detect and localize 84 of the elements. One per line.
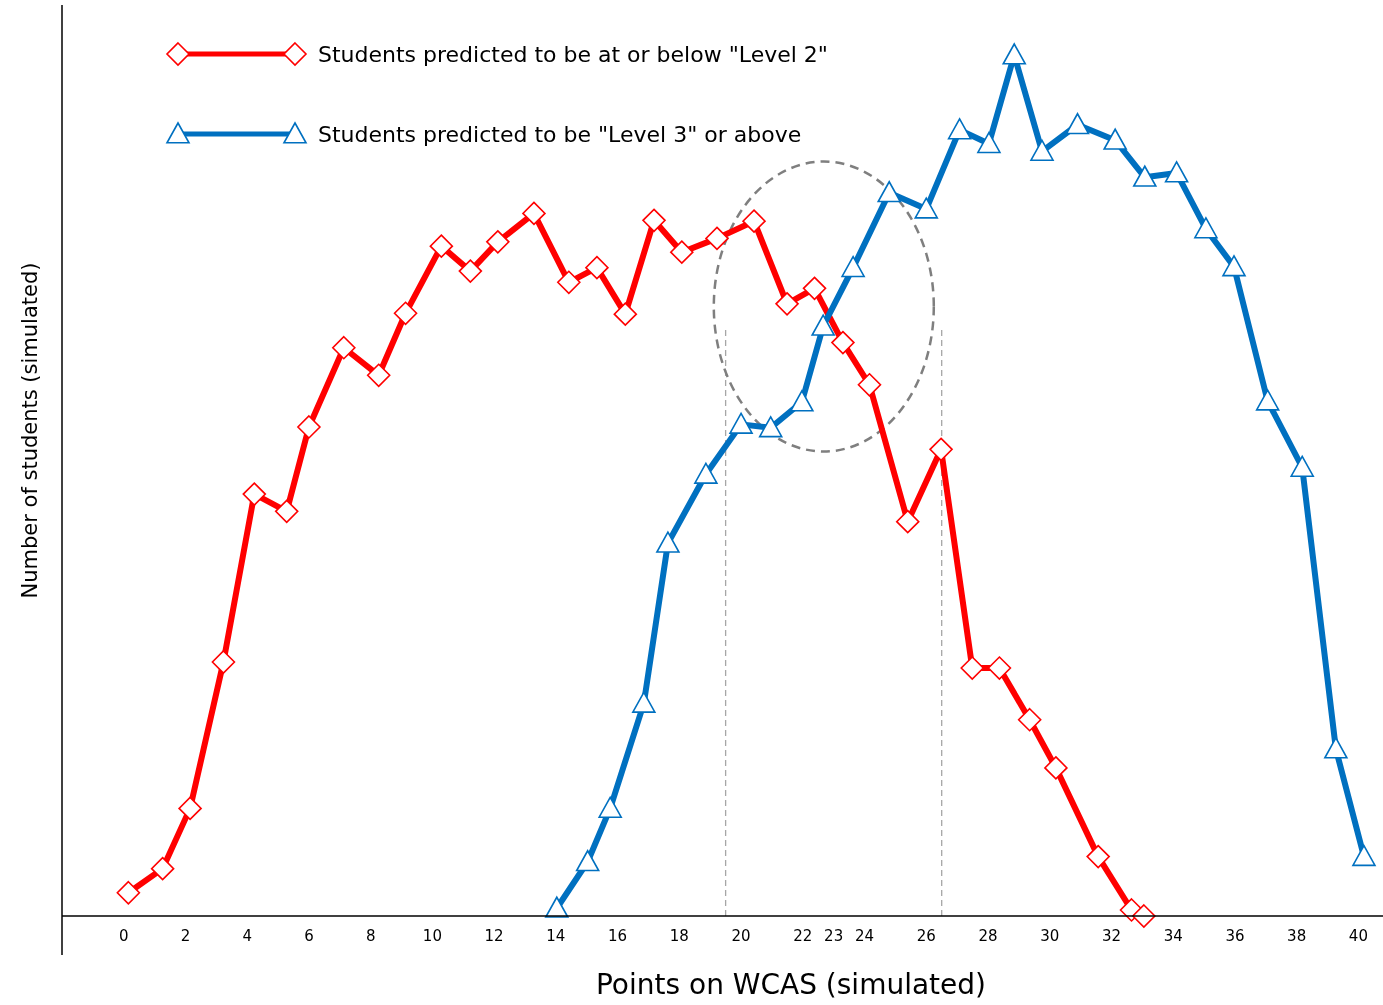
x-tick-label: 36 — [1225, 927, 1245, 945]
x-tick-label: 30 — [1040, 927, 1060, 945]
point — [557, 270, 581, 295]
x-tick-label: 28 — [978, 927, 998, 945]
point — [575, 849, 600, 872]
point — [1086, 844, 1110, 869]
point — [458, 259, 483, 283]
point — [929, 437, 953, 462]
y-axis-title: Number of students (simulated) — [18, 262, 42, 599]
point — [758, 416, 783, 438]
point — [977, 131, 1001, 154]
x-tick-label: 6 — [304, 927, 314, 945]
point — [642, 208, 666, 233]
x-tick-label: 22 — [793, 927, 813, 945]
point — [670, 240, 694, 264]
x-tick-label: 38 — [1287, 927, 1307, 945]
x-tick-label: 40 — [1348, 927, 1368, 945]
point — [1103, 128, 1127, 150]
point — [178, 796, 202, 821]
point — [1164, 161, 1189, 183]
point — [393, 301, 418, 326]
x-tick-label: 20 — [731, 927, 751, 945]
legend-label: Students predicted to be "Level 3" or above — [318, 122, 802, 147]
point — [211, 650, 236, 674]
point — [811, 314, 835, 336]
x-tick-label: 16 — [608, 927, 628, 945]
x-tick-label: 24 — [854, 927, 875, 945]
point — [1133, 165, 1157, 187]
point — [1030, 139, 1054, 162]
point — [1255, 389, 1280, 411]
point — [1017, 707, 1042, 732]
point — [274, 499, 299, 524]
point — [790, 390, 814, 412]
point — [729, 412, 753, 434]
point — [960, 656, 985, 680]
point — [632, 691, 656, 713]
point — [1352, 844, 1376, 867]
point — [1222, 255, 1246, 277]
point — [857, 372, 882, 397]
point — [895, 509, 920, 534]
point — [522, 201, 546, 226]
legend-label: Students predicted to be at or below "Level 2" — [318, 42, 828, 67]
x-tick-label: 23 — [824, 927, 844, 945]
point — [429, 234, 454, 258]
point — [775, 292, 799, 316]
x-tick-label: 32 — [1101, 927, 1122, 945]
point — [150, 856, 175, 881]
point — [877, 180, 902, 203]
point — [585, 255, 609, 280]
point — [242, 482, 267, 506]
point — [914, 197, 939, 219]
point — [366, 363, 391, 388]
point — [1194, 217, 1218, 239]
x-tick-label: 18 — [669, 927, 689, 945]
point — [598, 796, 622, 818]
point — [841, 255, 865, 278]
x-tick-label: 8 — [365, 927, 376, 945]
point — [831, 330, 855, 355]
point — [332, 335, 356, 360]
x-tick-label: 14 — [546, 927, 566, 945]
point — [1290, 455, 1315, 478]
point — [742, 209, 766, 233]
point — [116, 880, 141, 905]
point — [1002, 43, 1027, 65]
point — [486, 230, 510, 254]
point — [947, 118, 972, 140]
x-tick-label: 10 — [422, 927, 442, 945]
point — [802, 276, 827, 301]
x-tick-label: 34 — [1163, 927, 1183, 945]
x-tick-label: 26 — [916, 927, 936, 945]
x-tick-label: 2 — [180, 927, 191, 945]
point — [694, 462, 718, 484]
point — [297, 415, 321, 439]
point — [613, 302, 638, 326]
x-tick-label: 12 — [484, 927, 504, 945]
x-tick-label: 0 — [118, 927, 129, 945]
point — [705, 226, 729, 251]
point — [1065, 112, 1090, 135]
point — [1044, 756, 1068, 780]
x-axis-title: Points on WCAS (simulated) — [595, 968, 987, 1001]
point — [1324, 737, 1348, 759]
point — [987, 656, 1012, 680]
x-tick-label: 4 — [242, 927, 252, 945]
point — [656, 531, 680, 553]
